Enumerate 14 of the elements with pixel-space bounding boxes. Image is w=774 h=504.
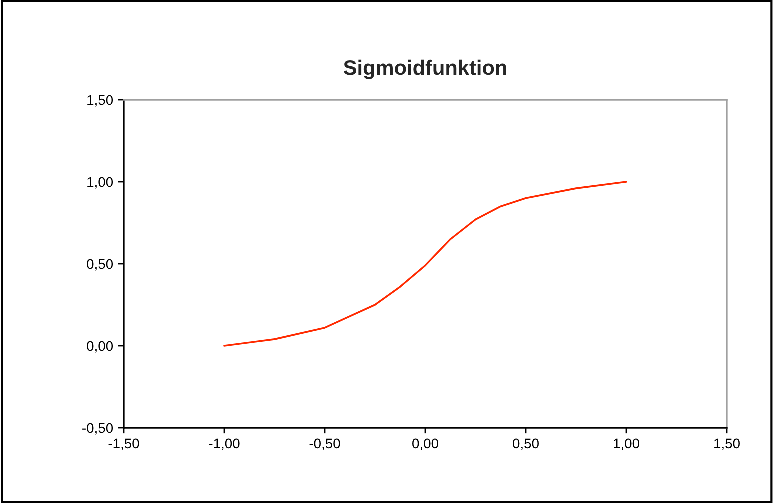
line-series xyxy=(224,181,628,347)
x-tick-label: 1,50 xyxy=(714,438,740,450)
y-tick-label: 1,00 xyxy=(88,177,114,189)
y-tick-label: 1,50 xyxy=(88,95,114,107)
y-tick-label: 0,50 xyxy=(87,259,114,271)
x-tick-label: 0,50 xyxy=(513,438,539,450)
y-tick-label: 0,00 xyxy=(87,341,114,353)
x-tick-label: -1,50 xyxy=(108,438,140,450)
y-tick-label: -0,50 xyxy=(82,423,114,435)
chart-title: Sigmoidfunktion xyxy=(344,60,506,80)
x-tick-label: 0,00 xyxy=(412,438,438,450)
x-tick-label: 1,00 xyxy=(614,438,640,450)
x-tick-label: -1,00 xyxy=(209,438,240,450)
x-tick-label: -0,50 xyxy=(310,438,340,450)
